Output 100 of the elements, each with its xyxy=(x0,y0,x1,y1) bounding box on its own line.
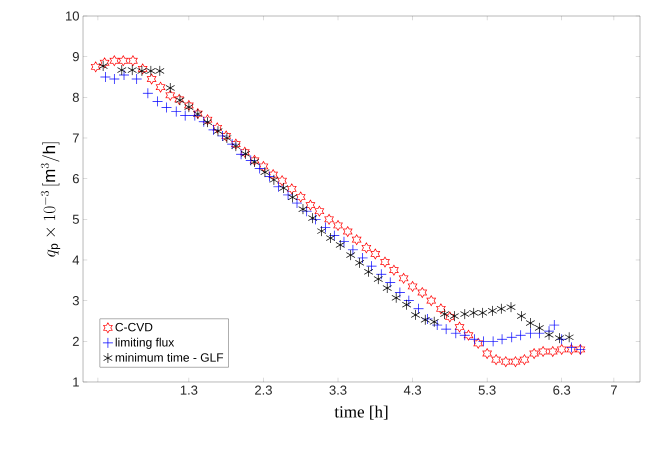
point xyxy=(482,348,492,359)
point xyxy=(166,90,175,101)
point xyxy=(370,248,380,260)
y-tick-label: 6 xyxy=(72,174,79,184)
point xyxy=(202,116,212,128)
point xyxy=(516,310,526,322)
x-tick-label: 5.3 xyxy=(478,386,496,395)
point xyxy=(464,330,474,341)
point xyxy=(213,126,223,136)
point xyxy=(146,74,156,84)
legend-label: C-CVD xyxy=(116,322,152,332)
point xyxy=(292,198,302,208)
point xyxy=(260,166,270,178)
point xyxy=(208,124,219,136)
point xyxy=(430,316,439,328)
point xyxy=(308,212,318,224)
point xyxy=(282,190,294,200)
point xyxy=(346,250,356,260)
point xyxy=(91,61,100,72)
point xyxy=(310,214,321,225)
point xyxy=(469,308,478,318)
point xyxy=(380,256,390,268)
x-tick-label: 6.3 xyxy=(553,386,570,395)
point xyxy=(554,332,564,344)
point xyxy=(478,336,489,347)
point xyxy=(354,257,364,268)
y-tick-label: 10 xyxy=(66,11,79,21)
y-tick-label: 8 xyxy=(72,92,79,102)
point xyxy=(364,266,374,278)
point xyxy=(118,70,130,80)
point xyxy=(131,74,142,84)
point xyxy=(389,264,399,276)
point xyxy=(404,295,414,306)
point xyxy=(348,244,358,256)
point xyxy=(420,314,430,326)
point xyxy=(544,329,554,340)
point xyxy=(422,314,433,324)
point xyxy=(180,110,191,121)
y-tick-label: 5 xyxy=(72,214,79,224)
point xyxy=(264,171,275,182)
point xyxy=(445,312,455,322)
y-tick-label: 1 xyxy=(73,378,79,386)
point xyxy=(402,299,412,310)
point xyxy=(394,287,406,298)
point xyxy=(432,320,443,330)
point xyxy=(298,204,308,215)
point xyxy=(245,155,256,166)
point xyxy=(564,332,574,343)
legend-label: minimum time - GLF xyxy=(116,352,224,362)
point xyxy=(538,346,548,357)
point xyxy=(488,336,498,347)
point xyxy=(460,308,470,320)
point xyxy=(336,240,345,250)
point xyxy=(316,226,326,236)
point xyxy=(301,206,312,217)
point xyxy=(529,348,539,359)
point xyxy=(374,274,383,284)
point xyxy=(548,320,560,330)
point xyxy=(526,318,536,328)
point xyxy=(440,308,450,320)
point xyxy=(108,74,120,84)
x-tick-label: 4.3 xyxy=(404,386,422,395)
point xyxy=(525,328,536,339)
y-tick-label: 9 xyxy=(72,52,79,62)
x-tick-label: 3.3 xyxy=(329,386,346,395)
x-tick-label: 1.3 xyxy=(180,386,198,395)
point xyxy=(118,55,128,66)
point xyxy=(376,268,387,280)
point xyxy=(398,272,408,284)
point xyxy=(501,356,510,368)
point xyxy=(142,88,154,99)
point xyxy=(328,230,340,241)
point xyxy=(277,175,287,186)
point xyxy=(98,60,108,72)
y-tick-label: 3 xyxy=(72,296,79,306)
point xyxy=(333,220,343,231)
point xyxy=(474,338,483,349)
point xyxy=(100,57,110,68)
point xyxy=(288,192,298,203)
y-axis-title: $q_{\mathrm{p}}\times 10^{-3}\,[\mathrm{m}^3/\mathrm{h}]$ xyxy=(40,142,60,257)
point xyxy=(557,344,566,355)
point xyxy=(450,328,462,339)
x-tick-label: 2.3 xyxy=(255,386,272,395)
point xyxy=(212,122,222,134)
point xyxy=(436,303,446,314)
point xyxy=(450,310,460,322)
point xyxy=(217,130,228,142)
point xyxy=(352,234,362,246)
point xyxy=(324,214,334,225)
point xyxy=(338,236,350,248)
point xyxy=(515,330,526,341)
point xyxy=(454,322,464,332)
point xyxy=(202,114,212,126)
point xyxy=(408,281,418,292)
point xyxy=(156,82,166,93)
point xyxy=(510,356,520,368)
x-axis-title: time [h] xyxy=(334,406,388,420)
y-tick-label: 7 xyxy=(72,134,79,142)
point xyxy=(488,305,498,316)
point xyxy=(190,110,200,121)
